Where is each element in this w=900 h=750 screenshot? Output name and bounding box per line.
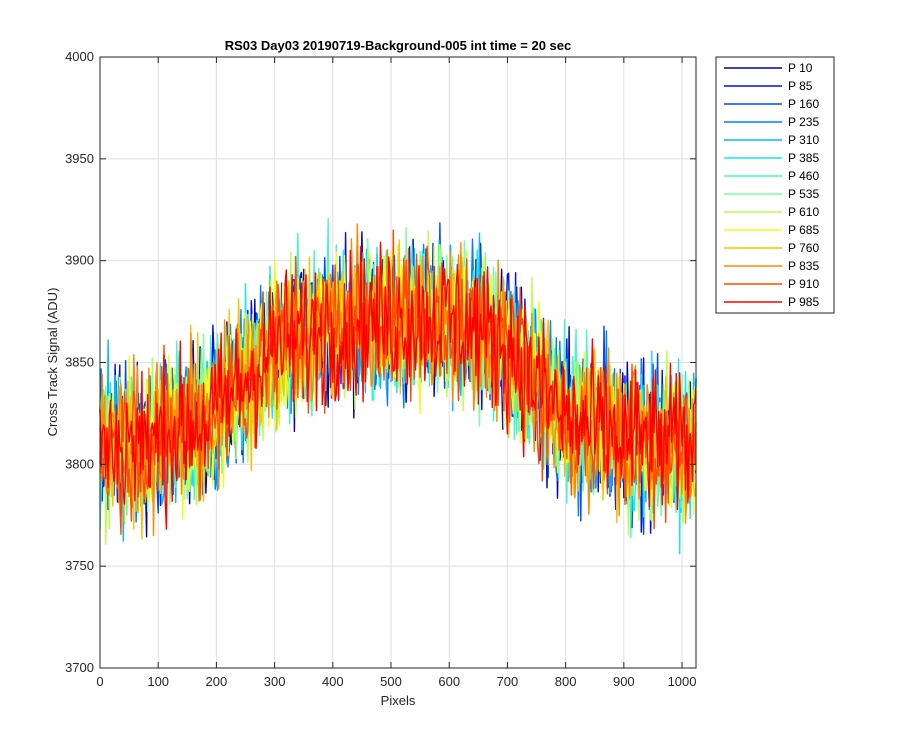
legend-entry-label: P 160 [788,97,819,111]
legend-entry-label: P 610 [788,205,819,219]
legend-entry-label: P 460 [788,169,819,183]
legend-entry-label: P 10 [788,61,813,75]
series-line-p-985 [99,241,697,530]
x-axis-label: Pixels [381,693,416,708]
y-tick-label: 3900 [65,253,94,268]
legend-box [715,56,835,314]
legend-entry-label: P 985 [788,295,819,309]
legend-entry-label: P 235 [788,115,819,129]
x-tick-label: 700 [497,674,519,689]
axis-ticks: 0 100 200 300 400 500 600 700 800 900 1000 3700 3750… [65,49,696,689]
series-layer [99,218,697,555]
legend-entry-label: P 385 [788,151,819,165]
x-tick-label: 300 [264,674,286,689]
legend: P 10 P 85 P 160 P 235 P 310 P 385 P 460 P 535 P … [715,56,835,314]
x-tick-label: 0 [96,674,103,689]
legend-entry-label: P 685 [788,223,819,237]
y-axis-label: Cross Track Signal (ADU) [45,288,60,437]
legend-entry-label: P 760 [788,241,819,255]
y-tick-label: 3700 [65,660,94,675]
legend-entry-label: P 310 [788,133,819,147]
y-tick-label: 3750 [65,558,94,573]
y-tick-label: 4000 [65,49,94,64]
legend-entry-label: P 85 [788,79,813,93]
y-tick-label: 3850 [65,355,94,370]
x-tick-label: 200 [206,674,228,689]
y-tick-label: 3800 [65,456,94,471]
x-tick-label: 1000 [668,674,697,689]
x-tick-label: 500 [380,674,402,689]
x-tick-label: 600 [438,674,460,689]
legend-entry-label: P 835 [788,259,819,273]
chart-title: RS03 Day03 20190719-Background-005 int t… [225,38,572,53]
legend-entry-label: P 910 [788,277,819,291]
y-tick-label: 3950 [65,151,94,166]
x-tick-label: 400 [322,674,344,689]
legend-entry-label: P 535 [788,187,819,201]
x-tick-label: 100 [147,674,169,689]
x-tick-label: 800 [555,674,577,689]
x-tick-label: 900 [613,674,635,689]
